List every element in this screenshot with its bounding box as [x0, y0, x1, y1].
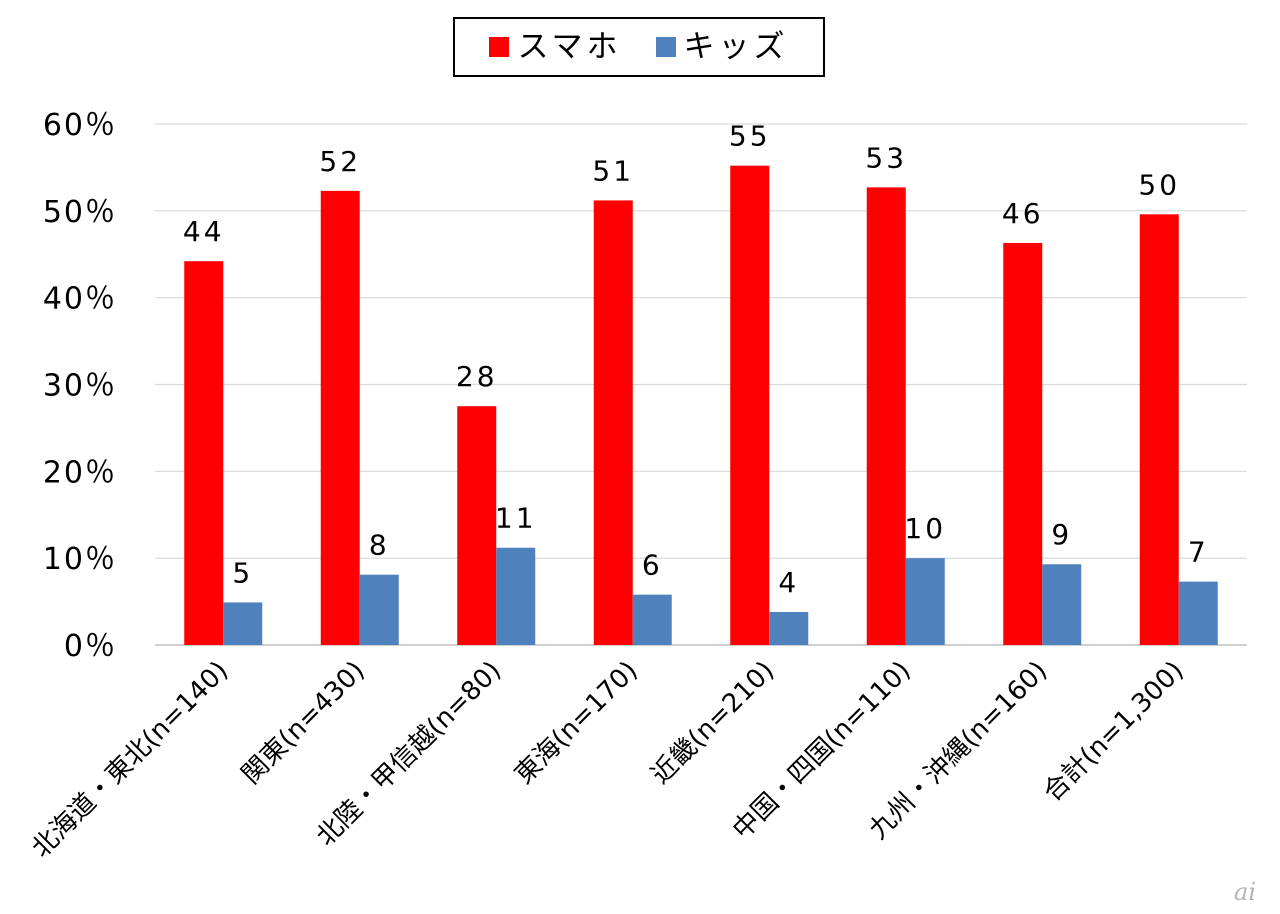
data-label-kids: 5 [232, 556, 253, 589]
bar-smartphone [730, 165, 770, 645]
bar-smartphone [866, 187, 906, 645]
y-axis-ticks: 0％ 10％ 20％ 30％ 40％ 50％ 60％ [43, 108, 117, 664]
x-axis-ticks: 北海道・東北(n=140) 関東(n=430)北陸・甲信越(n=80) 東海(n=1… [26, 656, 1190, 864]
bar-smartphone [1003, 242, 1043, 645]
bar-kids [769, 612, 809, 645]
legend-label-smartphone: スマホ [517, 28, 622, 65]
data-labels: 44 5 52 8 28 11 51 6 55 4 53 10 46 9 50 7 [183, 120, 1209, 599]
data-label-smartphone: 51 [592, 154, 634, 187]
x-tick-label: 東海(n=170) [509, 656, 643, 790]
data-label-smartphone: 52 [319, 145, 361, 178]
data-label-smartphone: 46 [1002, 197, 1044, 230]
x-tick-label: 合計(n=1,300) [1038, 656, 1190, 808]
data-label-smartphone: 28 [456, 360, 498, 393]
data-label-smartphone: 53 [865, 141, 907, 174]
bars [184, 165, 1218, 645]
x-tick-label: 近畿(n=210) [646, 656, 780, 790]
data-label-kids: 6 [642, 549, 663, 582]
x-tick-label: 関東(n=430) [236, 656, 370, 790]
y-tick-label: 20％ [43, 455, 117, 490]
legend-label-kids: キッズ [683, 28, 789, 65]
y-tick-label: 60％ [43, 108, 117, 143]
data-label-smartphone: 44 [183, 215, 225, 248]
legend: スマホ キッズ [453, 17, 825, 77]
gridlines [155, 123, 1247, 646]
data-label-kids: 8 [369, 529, 390, 562]
bar-smartphone [184, 261, 224, 645]
legend-swatch-kids [655, 37, 676, 57]
y-tick-label: 30％ [43, 369, 117, 404]
data-label-smartphone: 50 [1138, 168, 1180, 201]
data-label-kids: 10 [904, 512, 946, 545]
y-tick-label: 0％ [64, 629, 117, 664]
bar-kids [905, 558, 945, 645]
bar-smartphone [1139, 214, 1179, 645]
bar-smartphone [593, 200, 633, 645]
bar-smartphone [457, 406, 497, 645]
y-tick-label: 10％ [43, 542, 117, 577]
bar-kids [1178, 581, 1218, 645]
bar-kids [496, 547, 536, 645]
data-label-kids: 4 [778, 566, 799, 599]
x-tick-label: 北海道・東北(n=140) [26, 656, 234, 864]
legend-swatch-smartphone [489, 37, 510, 57]
watermark-logo: ai [1234, 878, 1256, 906]
data-label-kids: 11 [495, 502, 537, 535]
bar-smartphone [320, 190, 360, 645]
y-tick-label: 50％ [43, 195, 117, 230]
data-label-kids: 9 [1051, 518, 1072, 551]
bar-kids [359, 574, 399, 645]
bar-kids [1042, 564, 1082, 645]
legend-item-kids: キッズ [655, 28, 789, 65]
bar-kids [632, 594, 672, 645]
data-label-kids: 7 [1188, 536, 1209, 569]
y-tick-label: 40％ [43, 282, 117, 317]
bar-kids [223, 602, 263, 645]
data-label-smartphone: 55 [729, 120, 771, 153]
legend-item-smartphone: スマホ [489, 28, 622, 65]
